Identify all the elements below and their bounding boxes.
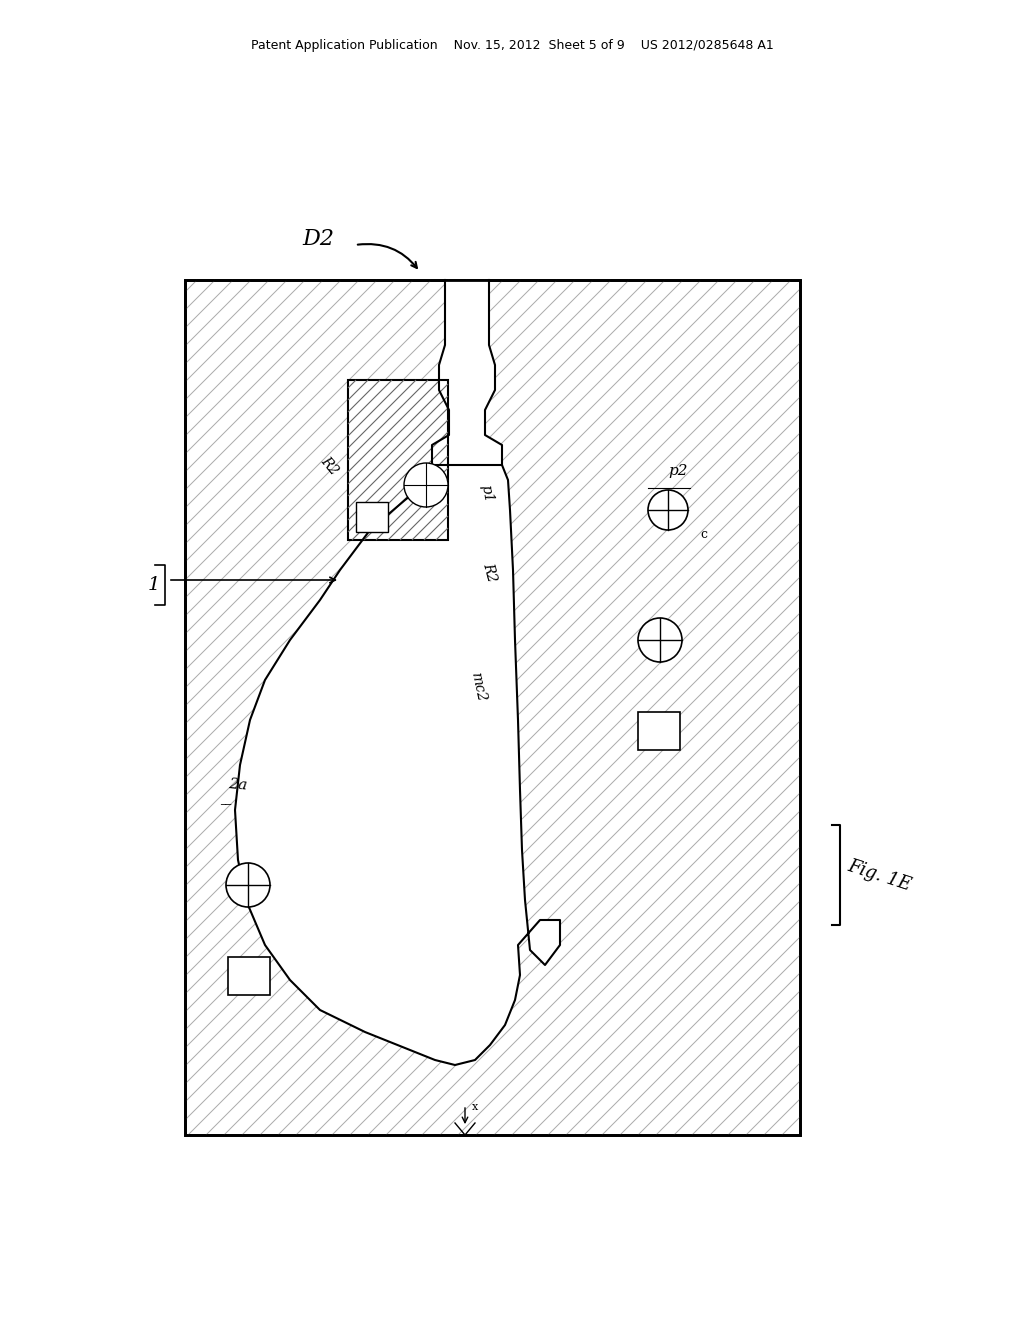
Text: mc2: mc2: [468, 671, 487, 704]
Bar: [638, 711, 680, 750]
Bar: [228, 957, 270, 995]
Polygon shape: [432, 280, 502, 465]
Text: p1: p1: [478, 483, 495, 503]
Text: Fig. 1E: Fig. 1E: [845, 857, 913, 894]
Text: R2: R2: [480, 561, 499, 583]
Bar: [356, 502, 388, 532]
Text: 2a: 2a: [228, 777, 248, 793]
Text: p2: p2: [668, 465, 687, 478]
Bar: [185, 280, 800, 1135]
Text: __: __: [220, 795, 231, 805]
Text: Patent Application Publication    Nov. 15, 2012  Sheet 5 of 9    US 2012/0285648: Patent Application Publication Nov. 15, …: [251, 38, 773, 51]
Text: x: x: [472, 1102, 478, 1111]
Text: R2: R2: [318, 454, 341, 478]
Bar: [185, 280, 800, 1135]
Text: 1: 1: [148, 576, 161, 594]
Circle shape: [648, 490, 688, 531]
Circle shape: [226, 863, 270, 907]
Circle shape: [638, 618, 682, 663]
Circle shape: [404, 463, 449, 507]
Text: c: c: [700, 528, 707, 541]
Text: D2: D2: [302, 228, 334, 249]
Bar: [348, 380, 449, 540]
Polygon shape: [234, 465, 560, 1065]
